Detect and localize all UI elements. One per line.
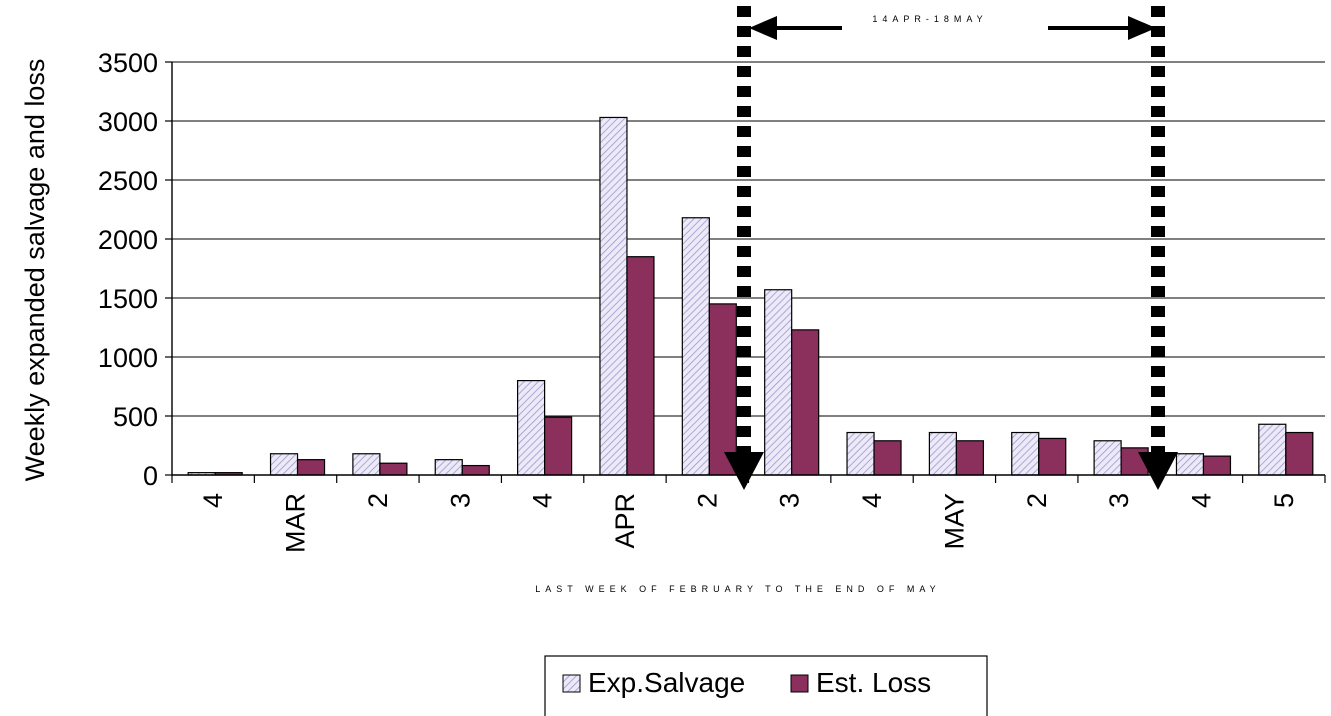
x-tick-label: 4 <box>857 493 887 508</box>
bar-est-loss <box>544 416 573 476</box>
x-axis-label: LAST WEEK OF FEBRUARY TO THE END OF MAY <box>535 584 940 594</box>
legend: Exp.Salvage Est. Loss <box>544 655 988 716</box>
date-range-marker: 14APR-18MAY <box>724 6 1178 490</box>
x-tick-label: 4 <box>528 493 558 508</box>
range-right-arrowhead <box>1128 16 1156 40</box>
bar-est-loss <box>1285 431 1314 476</box>
y-tick-label: 2000 <box>98 225 158 255</box>
bar-est-loss <box>296 459 326 476</box>
bar-exp-salvage <box>846 431 875 476</box>
bar-est-loss <box>461 464 490 476</box>
bar-exp-salvage <box>1011 431 1040 476</box>
x-tick-label: 3 <box>775 493 805 508</box>
bar-est-loss <box>1038 437 1067 476</box>
x-tick-label: 2 <box>363 493 393 508</box>
bar-est-loss <box>791 329 820 476</box>
x-tick-label: 2 <box>692 493 722 508</box>
y-axis-ticks: 0 500 1000 1500 2000 2500 3000 3500 <box>98 48 172 491</box>
bar-exp-salvage <box>599 116 628 476</box>
bar-exp-salvage <box>1175 453 1205 476</box>
x-tick-label: 4 <box>198 493 228 508</box>
x-tick-label: 2 <box>1022 493 1052 508</box>
range-start-down-arrow <box>724 452 764 490</box>
bar-exp-salvage <box>928 431 957 476</box>
y-tick-label: 0 <box>143 461 158 491</box>
bar-exp-salvage <box>352 453 381 476</box>
y-tick-label: 1000 <box>98 343 158 373</box>
legend-swatch-est-loss <box>790 674 809 693</box>
x-tick-label: 3 <box>445 493 475 508</box>
bar-est-loss <box>873 440 902 476</box>
x-tick-label: 4 <box>1186 493 1216 508</box>
bars <box>187 116 1314 476</box>
y-tick-label: 2500 <box>98 166 158 196</box>
bar-exp-salvage <box>1093 440 1122 476</box>
bar-exp-salvage <box>269 453 299 476</box>
legend-box <box>544 655 988 716</box>
bar-exp-salvage <box>517 380 546 476</box>
x-tick-label: MAR <box>281 493 311 553</box>
range-left-arrowhead <box>749 16 777 40</box>
bar-exp-salvage <box>681 217 710 476</box>
legend-swatch-exp-salvage <box>562 674 581 693</box>
bar-exp-salvage <box>764 289 793 476</box>
bar-exp-salvage <box>1258 423 1287 476</box>
bar-est-loss <box>1202 455 1232 476</box>
bar-est-loss <box>708 303 737 476</box>
bar-est-loss <box>955 440 984 476</box>
legend-label-est-loss: Est. Loss <box>816 667 931 698</box>
gridlines <box>172 61 1325 417</box>
legend-label-exp-salvage: Exp.Salvage <box>588 667 745 698</box>
y-axis-label: Weekly expanded salvage and loss <box>20 59 50 482</box>
bar-est-loss <box>626 256 655 476</box>
x-tick-label: MAY <box>939 493 969 550</box>
y-tick-label: 500 <box>113 402 158 432</box>
x-tick-label: 5 <box>1269 493 1299 508</box>
y-tick-label: 1500 <box>98 284 158 314</box>
bar-exp-salvage <box>434 459 463 476</box>
range-end-down-arrow <box>1138 452 1178 490</box>
bar-est-loss <box>379 462 408 476</box>
range-label: 14APR-18MAY <box>872 14 987 24</box>
x-axis-ticks: 4 MAR 2 3 4 APR 2 3 4 MAY 2 3 4 5 <box>171 475 1326 553</box>
x-tick-label: 3 <box>1104 493 1134 508</box>
y-tick-label: 3500 <box>98 48 158 78</box>
y-tick-label: 3000 <box>98 107 158 137</box>
x-tick-label: APR <box>610 493 640 549</box>
